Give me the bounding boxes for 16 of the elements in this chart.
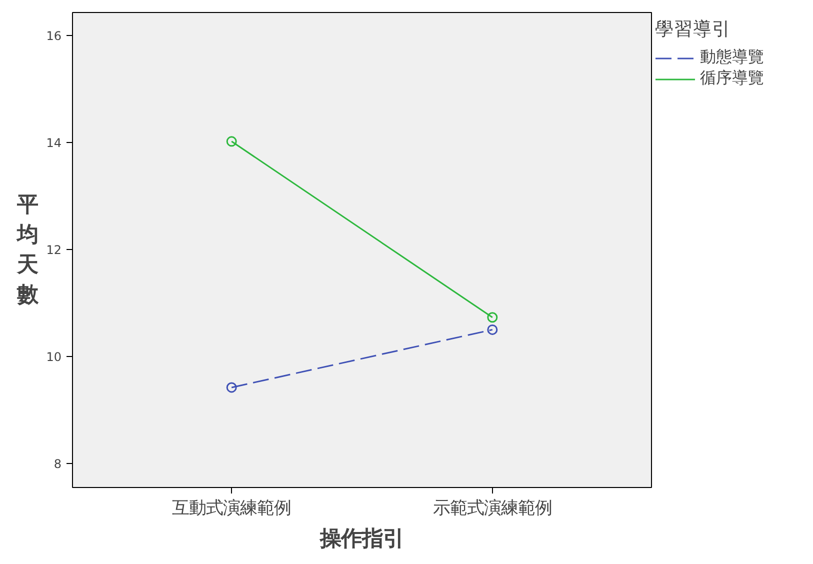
y-tick-label: 12 <box>46 242 62 257</box>
point <box>226 136 237 147</box>
y-axis-title: 平均天數 <box>16 192 40 308</box>
point <box>487 312 498 323</box>
point <box>487 324 498 335</box>
x-tick-label: 示範式演練範例 <box>432 498 552 518</box>
point <box>226 382 237 393</box>
y-tick-label: 8 <box>54 456 62 471</box>
y-tick-label: 16 <box>46 29 62 43</box>
legend-label: 循序導覽 <box>700 68 764 89</box>
x-tick-label: 互動式演練範例 <box>172 498 292 518</box>
legend-title: 學習導引 <box>655 18 732 42</box>
y-tick-label: 10 <box>46 350 62 364</box>
x-axis-title: 操作指引 <box>319 526 404 552</box>
legend-label: 動態導覽 <box>700 47 764 68</box>
y-tick-label: 14 <box>46 136 62 150</box>
